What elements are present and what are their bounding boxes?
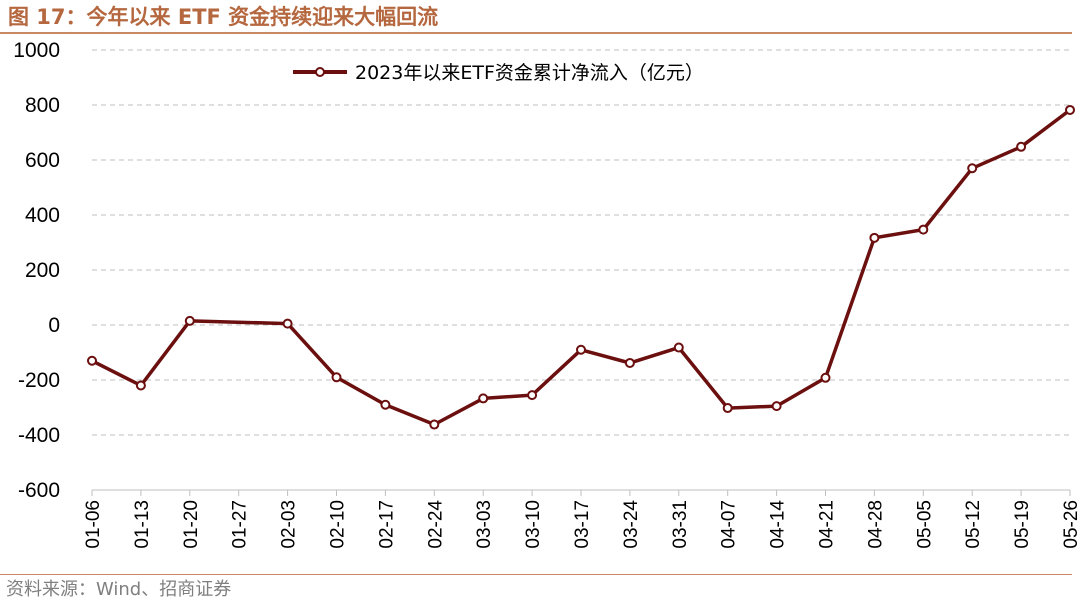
x-tick-label: 02-17 [376, 500, 397, 549]
data-point [478, 393, 489, 404]
data-point [918, 224, 929, 235]
x-tick-label: 02-03 [279, 500, 300, 549]
data-point [771, 401, 782, 412]
y-tick-label: 400 [25, 204, 60, 227]
data-point [87, 355, 97, 366]
data-point [282, 318, 293, 329]
y-tick-label: 200 [25, 259, 60, 282]
legend-marker-swatch [315, 67, 325, 77]
data-point [429, 419, 440, 430]
x-tick-label: 03-03 [474, 500, 495, 549]
figure-title: 图 17：今年以来 ETF 资金持续迎来大幅回流 [8, 5, 439, 29]
y-tick-label: 600 [25, 149, 60, 172]
data-point [967, 163, 978, 174]
y-tick-label: 0 [48, 314, 60, 337]
line-chart: 1000 800 600 400 200 0 -200 -400 -600 01-06 01-13… [13, 39, 1080, 549]
title-rule [0, 32, 1072, 34]
y-tick-label: -200 [18, 369, 60, 392]
x-tick-label: 03-31 [670, 500, 691, 549]
y-tick-label: -400 [18, 424, 60, 447]
series-line [91, 108, 1072, 427]
x-tick-label: 03-24 [621, 500, 642, 549]
y-tick-label: 800 [25, 94, 60, 117]
data-point [380, 399, 391, 410]
data-point [135, 380, 146, 391]
data-point [1016, 141, 1027, 152]
data-point [1065, 104, 1075, 115]
x-tick-label: 01-20 [181, 500, 202, 549]
x-tick-label: 03-10 [523, 500, 544, 549]
data-point [722, 403, 733, 414]
x-tick-label: 05-26 [1061, 500, 1080, 549]
series [87, 104, 1075, 430]
x-tick-label: 02-10 [328, 500, 349, 549]
data-point [331, 372, 342, 383]
data-point [184, 315, 195, 326]
x-tick-label: 01-13 [132, 500, 153, 549]
legend: 2023年以来ETF资金累计净流入（亿元） [293, 62, 704, 84]
data-point [673, 342, 684, 353]
footer-rule [0, 574, 1072, 575]
y-axis: 1000 800 600 400 200 0 -200 -400 -600 [13, 39, 60, 502]
y-tick-label: -600 [18, 479, 60, 502]
x-tick-label: 01-06 [83, 500, 104, 549]
legend-label: 2023年以来ETF资金累计净流入（亿元） [355, 62, 704, 84]
x-tick-label: 05-05 [914, 500, 935, 549]
source-note: 资料来源：Wind、招商证券 [6, 579, 232, 600]
grid-lines [92, 49, 1070, 436]
data-point [576, 344, 586, 355]
data-point [869, 232, 880, 243]
x-tick-label: 04-28 [865, 500, 886, 549]
x-axis: 01-06 01-13 01-20 01-27 02-03 02-10 02-17 02-24… [83, 489, 1080, 549]
x-tick-label: 05-19 [1012, 500, 1033, 549]
x-tick-label: 04-07 [719, 500, 740, 549]
data-point [820, 372, 831, 383]
data-point [527, 390, 538, 401]
data-point [624, 357, 635, 368]
x-tick-label: 05-12 [963, 500, 984, 549]
x-tick-label: 03-17 [572, 500, 593, 549]
x-tick-label: 04-21 [817, 500, 838, 549]
x-tick-label: 01-27 [230, 500, 251, 549]
x-tick-label: 04-14 [768, 500, 789, 549]
x-tick-label: 02-24 [425, 500, 446, 549]
y-tick-label: 1000 [13, 39, 60, 62]
